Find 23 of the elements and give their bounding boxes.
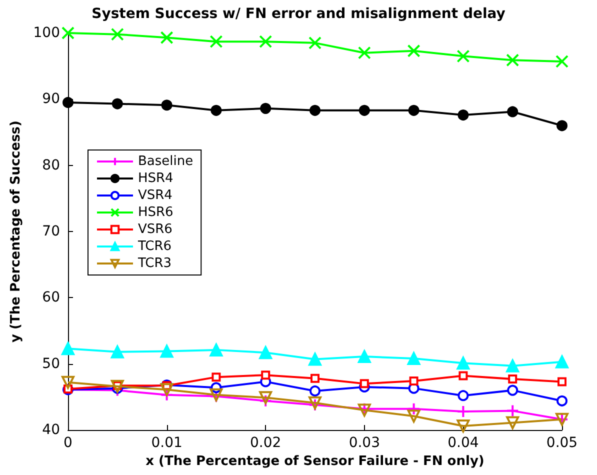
y-tick-label: 70 — [42, 224, 60, 240]
x-tick-label: 0.01 — [151, 435, 182, 451]
legend-label: VSR6 — [138, 222, 172, 237]
legend-label: HSR6 — [138, 205, 174, 220]
y-tick-label: 80 — [42, 157, 60, 174]
x-tick-label: 0.03 — [348, 435, 380, 451]
y-tick-label: 40 — [42, 422, 60, 438]
legend-label: TCR6 — [137, 239, 172, 254]
legend-label: Baseline — [138, 154, 194, 169]
legend-label: VSR4 — [138, 188, 172, 203]
x-tick-label: 0.02 — [250, 435, 282, 451]
y-tick-label: 50 — [42, 356, 60, 372]
legend-label: HSR4 — [138, 171, 174, 186]
y-tick-label: 90 — [42, 91, 60, 108]
x-tick-label: 0.04 — [448, 435, 479, 451]
x-axis-title: x (The Percentage of Sensor Failure - FN only) — [146, 454, 484, 469]
y-axis-title: y (The Percentage of Success) — [8, 120, 24, 342]
chart-title: System Success w/ FN error and misalignment delay — [92, 6, 506, 22]
y-tick-label: 60 — [42, 290, 60, 306]
x-tick-label: 0 — [64, 435, 72, 451]
y-tick-label: 100 — [33, 25, 60, 41]
x-tick-label: 0.05 — [546, 435, 578, 451]
legend-label: TCR3 — [137, 256, 172, 271]
